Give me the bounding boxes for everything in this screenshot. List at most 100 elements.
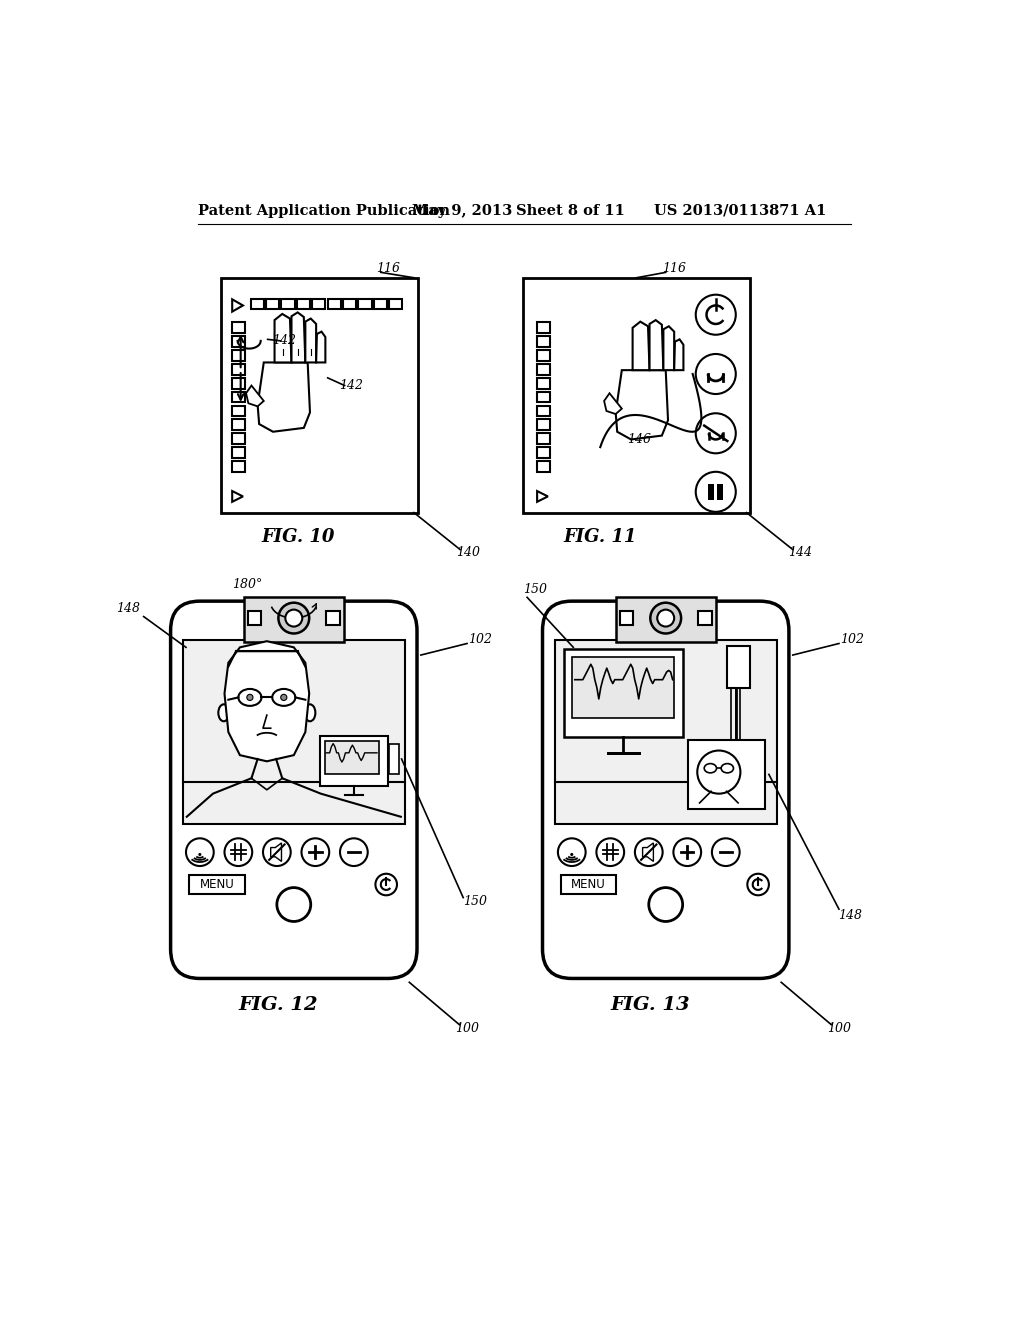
Text: 146: 146	[627, 433, 651, 446]
Bar	[232, 405, 246, 416]
Circle shape	[657, 610, 674, 627]
Polygon shape	[316, 331, 326, 363]
Polygon shape	[664, 326, 674, 370]
Bar	[538, 420, 550, 430]
Text: FIG. 10: FIG. 10	[262, 528, 335, 546]
Text: MENU: MENU	[571, 878, 606, 891]
Bar	[538, 378, 550, 388]
Bar	[343, 300, 356, 309]
Circle shape	[199, 853, 202, 857]
Bar	[538, 433, 550, 444]
Bar	[561, 875, 616, 894]
Text: 150: 150	[523, 583, 547, 597]
Bar	[251, 300, 264, 309]
Text: MENU: MENU	[200, 878, 234, 891]
Bar	[232, 433, 246, 444]
Bar	[717, 484, 724, 499]
Bar	[538, 350, 550, 360]
Circle shape	[263, 838, 291, 866]
Text: 148: 148	[839, 908, 862, 921]
Polygon shape	[232, 491, 243, 502]
Circle shape	[276, 887, 310, 921]
Bar	[232, 337, 246, 347]
Text: 100: 100	[455, 1022, 479, 1035]
Bar	[374, 300, 387, 309]
Bar	[232, 392, 246, 403]
Polygon shape	[538, 491, 548, 502]
Text: 142: 142	[272, 334, 297, 347]
Text: 116: 116	[663, 261, 686, 275]
Bar	[523, 277, 751, 512]
Polygon shape	[633, 322, 649, 370]
Circle shape	[695, 471, 736, 512]
Circle shape	[650, 603, 681, 634]
Bar	[358, 300, 372, 309]
Ellipse shape	[218, 705, 229, 721]
Polygon shape	[649, 321, 664, 370]
Circle shape	[279, 603, 309, 634]
Bar	[232, 378, 246, 388]
Bar	[282, 300, 295, 309]
Bar	[708, 484, 714, 499]
Text: Patent Application Publication: Patent Application Publication	[199, 203, 451, 218]
Ellipse shape	[239, 689, 261, 706]
Bar	[615, 597, 716, 642]
Circle shape	[558, 838, 586, 866]
Polygon shape	[232, 300, 243, 312]
Bar	[538, 447, 550, 458]
Bar	[232, 420, 246, 430]
Bar	[312, 300, 326, 309]
Bar	[538, 461, 550, 471]
Circle shape	[570, 853, 573, 857]
Bar	[189, 875, 245, 894]
Text: FIG. 13: FIG. 13	[610, 997, 690, 1014]
Bar	[727, 645, 750, 688]
Bar	[325, 741, 379, 774]
Ellipse shape	[272, 689, 295, 706]
Bar	[538, 364, 550, 375]
Bar	[266, 300, 280, 309]
Circle shape	[596, 838, 625, 866]
Polygon shape	[270, 843, 282, 862]
Circle shape	[247, 694, 253, 701]
Text: FIG. 11: FIG. 11	[563, 528, 637, 546]
Bar	[232, 322, 246, 333]
Circle shape	[695, 413, 736, 453]
Text: FIG. 12: FIG. 12	[239, 997, 318, 1014]
Bar	[244, 597, 344, 642]
Circle shape	[340, 838, 368, 866]
Bar	[389, 743, 398, 775]
Bar	[232, 461, 246, 471]
Polygon shape	[258, 363, 310, 432]
Circle shape	[286, 610, 302, 627]
Bar	[183, 640, 404, 825]
Bar	[248, 611, 261, 626]
Polygon shape	[274, 314, 292, 363]
Polygon shape	[246, 385, 264, 407]
Bar	[571, 656, 674, 718]
Circle shape	[635, 838, 663, 866]
Circle shape	[224, 838, 252, 866]
Bar	[698, 611, 712, 626]
Bar	[538, 405, 550, 416]
Circle shape	[376, 874, 397, 895]
Ellipse shape	[705, 763, 717, 774]
Bar	[564, 649, 683, 738]
Bar	[389, 300, 402, 309]
Text: May 9, 2013: May 9, 2013	[412, 203, 512, 218]
Circle shape	[695, 294, 736, 335]
Circle shape	[674, 838, 701, 866]
Circle shape	[281, 694, 287, 701]
Polygon shape	[615, 370, 668, 440]
Text: 150: 150	[463, 895, 486, 908]
Bar	[221, 277, 418, 512]
Circle shape	[695, 354, 736, 393]
Ellipse shape	[721, 763, 733, 774]
Text: 148: 148	[117, 602, 140, 615]
FancyBboxPatch shape	[171, 601, 417, 978]
Text: 142: 142	[339, 379, 362, 392]
Bar	[688, 739, 765, 809]
Circle shape	[748, 874, 769, 895]
Bar	[232, 364, 246, 375]
FancyBboxPatch shape	[543, 601, 788, 978]
